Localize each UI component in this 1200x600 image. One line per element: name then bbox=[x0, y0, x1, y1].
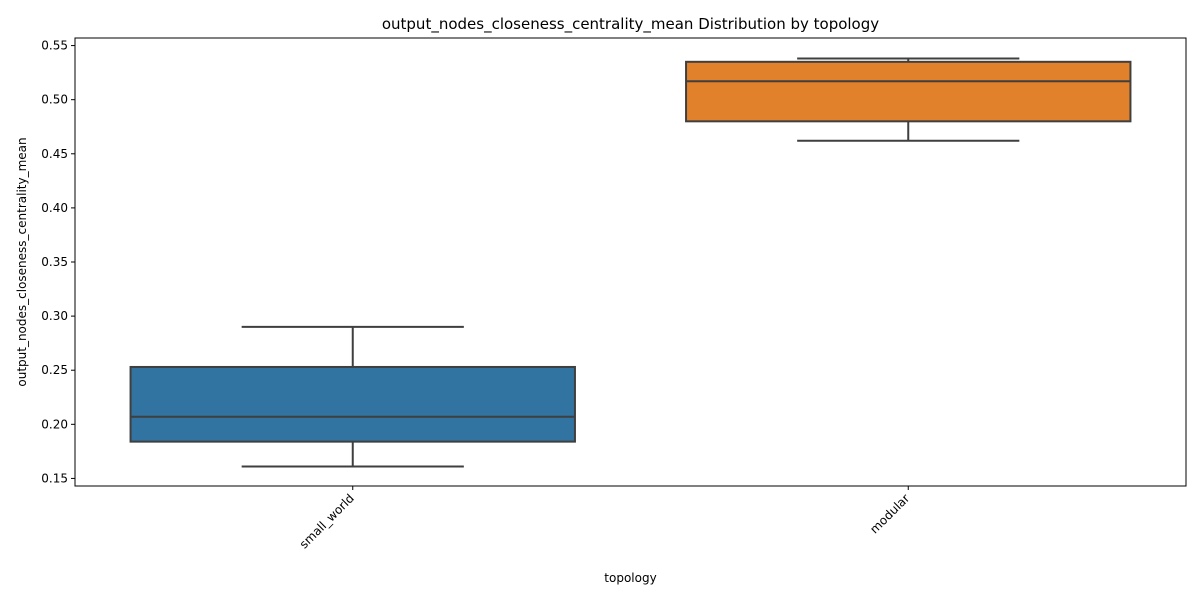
x-tick-label: modular bbox=[867, 491, 912, 536]
y-axis-label: output_nodes_closeness_centrality_mean bbox=[15, 137, 29, 386]
x-axis-label: topology bbox=[604, 571, 656, 585]
y-tick-label: 0.55 bbox=[41, 39, 68, 53]
box-modular bbox=[685, 57, 1132, 142]
y-tick-label: 0.30 bbox=[41, 309, 68, 323]
y-tick-label: 0.35 bbox=[41, 255, 68, 269]
y-tick-label: 0.15 bbox=[41, 471, 68, 485]
box-small_world bbox=[129, 325, 576, 468]
x-axis: small_world modular bbox=[297, 486, 912, 551]
y-tick-label: 0.40 bbox=[41, 201, 68, 215]
y-axis: 0.15 0.20 0.25 0.30 0.35 0.40 0.45 0.50 0.55 bbox=[41, 39, 75, 485]
box-iqr bbox=[685, 60, 1132, 123]
y-tick-label: 0.45 bbox=[41, 147, 68, 161]
chart-title: output_nodes_closeness_centrality_mean D… bbox=[382, 15, 879, 34]
y-tick-label: 0.50 bbox=[41, 93, 68, 107]
box-iqr bbox=[129, 365, 576, 443]
y-tick-label: 0.25 bbox=[41, 363, 68, 377]
x-tick-label: small_world bbox=[297, 491, 357, 551]
plot-area bbox=[129, 57, 1132, 468]
y-tick-label: 0.20 bbox=[41, 417, 68, 431]
